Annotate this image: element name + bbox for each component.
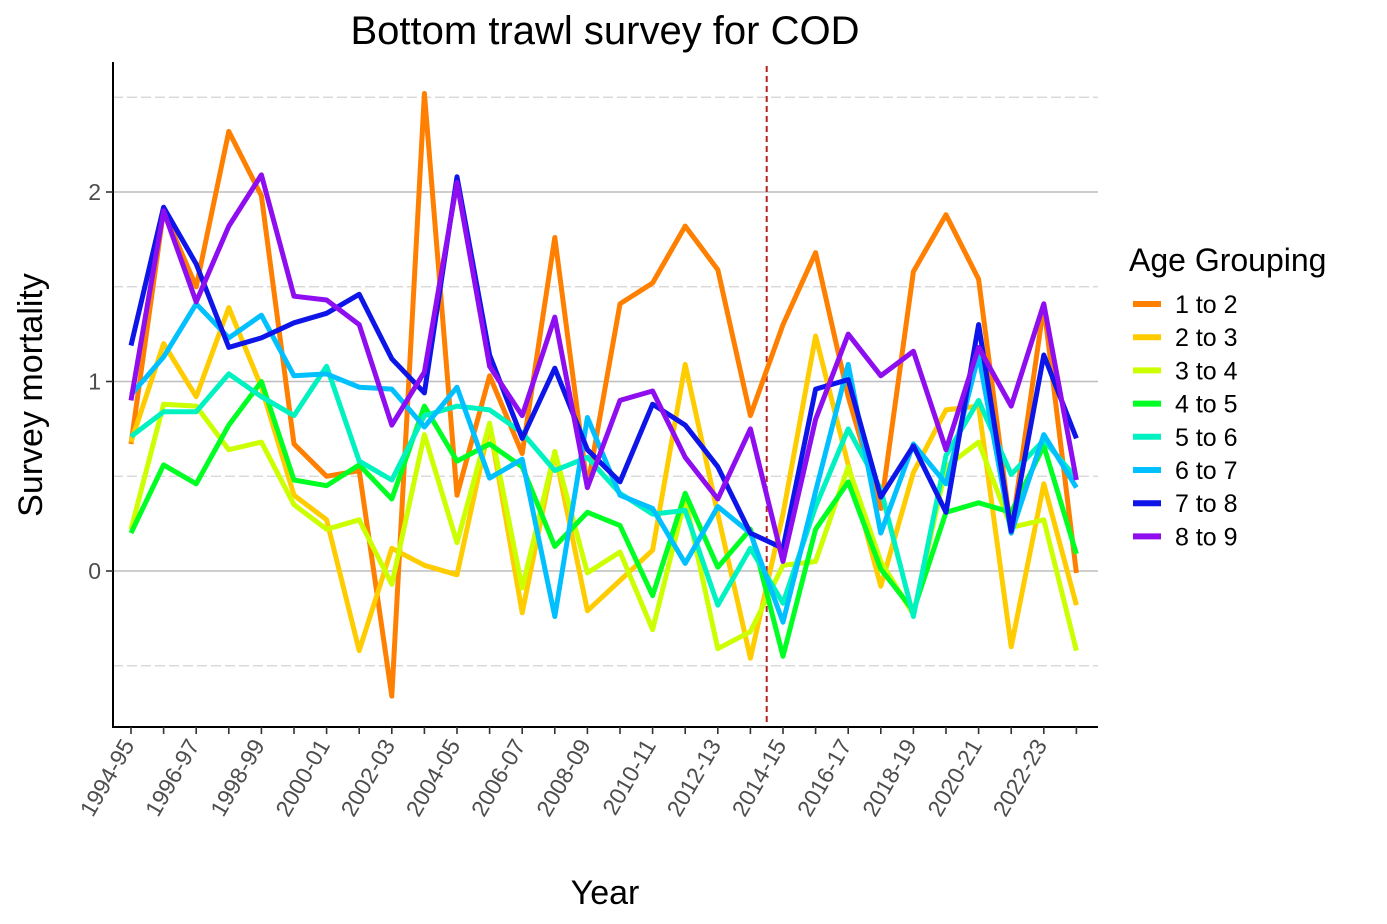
y-tick-label: 1 bbox=[88, 369, 101, 395]
x-tick-label: 2010-11 bbox=[597, 735, 661, 820]
series-line bbox=[128, 91, 1079, 699]
y-axis-title: Survey mortality bbox=[12, 273, 50, 517]
legend-label: 3 to 4 bbox=[1175, 357, 1238, 385]
series-line bbox=[128, 172, 1079, 564]
legend-title: Age Grouping bbox=[1129, 242, 1326, 278]
series-line bbox=[129, 301, 1079, 625]
chart-title: Bottom trawl survey for COD bbox=[350, 9, 859, 53]
series-line bbox=[128, 305, 1079, 661]
x-tick-label: 2008-09 bbox=[531, 735, 596, 821]
y-tick-label: 2 bbox=[88, 179, 101, 205]
y-ticks: 0 1 2 bbox=[88, 179, 113, 584]
x-axis-title: Year bbox=[571, 874, 640, 912]
x-tick-label: 1998-99 bbox=[205, 735, 270, 821]
x-tick-label: 2020-21 bbox=[922, 735, 987, 821]
x-tick-label: 2016-17 bbox=[792, 735, 857, 821]
x-tick-label: 2018-19 bbox=[857, 735, 922, 821]
axes bbox=[112, 62, 1098, 728]
x-tick-label: 2006-07 bbox=[466, 735, 531, 821]
legend: Age Grouping 1 to 2 2 to 3 3 to 4 4 to 5 5 t… bbox=[1129, 242, 1326, 551]
x-tick-label: 1996-97 bbox=[140, 735, 205, 821]
series-lines bbox=[128, 91, 1079, 699]
x-tick-label: 2012-13 bbox=[661, 735, 726, 821]
x-ticks: 1994-95 1996-97 1998-99 2000-01 2002-03 2004-… bbox=[75, 727, 1078, 821]
x-tick-label: 2000-01 bbox=[270, 735, 335, 821]
legend-label: 5 to 6 bbox=[1175, 424, 1238, 452]
x-tick-label: 2022-23 bbox=[987, 735, 1052, 821]
x-tick-label: 2004-05 bbox=[401, 735, 466, 821]
legend-label: 2 to 3 bbox=[1175, 324, 1238, 352]
legend-label: 4 to 5 bbox=[1175, 391, 1238, 419]
y-tick-label: 0 bbox=[88, 558, 101, 584]
series-line bbox=[129, 363, 1079, 619]
legend-label: 1 to 2 bbox=[1175, 291, 1238, 319]
legend-label: 7 to 8 bbox=[1175, 490, 1238, 518]
x-tick-label: 2014-15 bbox=[727, 735, 792, 821]
legend-label: 6 to 7 bbox=[1175, 457, 1238, 485]
x-tick-label: 1994-95 bbox=[75, 735, 140, 821]
series-line bbox=[128, 174, 1079, 551]
legend-label: 8 to 9 bbox=[1175, 523, 1238, 551]
x-tick-label: 2002-03 bbox=[335, 735, 400, 821]
grid bbox=[113, 96, 1098, 667]
